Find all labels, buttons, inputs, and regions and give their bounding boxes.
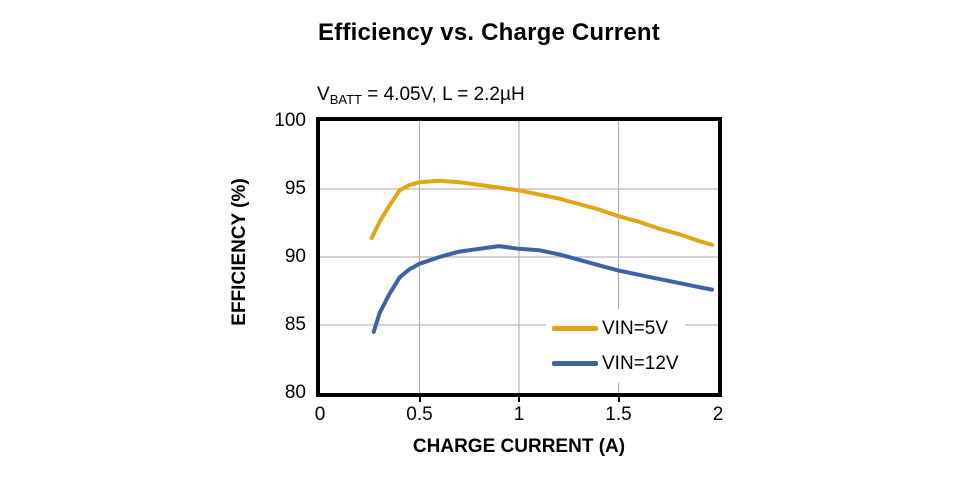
legend-item: VIN=12V bbox=[552, 346, 679, 381]
x-axis-tick-mark bbox=[518, 397, 520, 402]
legend-swatch bbox=[552, 326, 598, 331]
legend-label: VIN=5V bbox=[602, 317, 669, 339]
x-axis-title: CHARGE CURRENT (A) bbox=[412, 436, 626, 457]
series-line-vin-12v bbox=[371, 244, 714, 334]
x-tick-label: 2 bbox=[712, 404, 724, 425]
legend-label: VIN=12V bbox=[602, 352, 679, 374]
subtitle-conditions: = 4.05V, L = 2.2µH bbox=[361, 84, 525, 105]
plot-area: VIN=5V VIN=12V bbox=[316, 117, 722, 397]
y-tick-label: 85 bbox=[284, 314, 306, 335]
y-tick-label: 100 bbox=[274, 110, 306, 131]
x-tick-label: 0 bbox=[314, 404, 326, 425]
y-tick-label: 80 bbox=[284, 382, 306, 403]
subtitle-variable: V bbox=[317, 84, 330, 105]
legend-item: VIN=5V bbox=[552, 311, 679, 346]
y-tick-label: 90 bbox=[284, 246, 306, 267]
x-axis-tick-mark bbox=[418, 397, 421, 402]
legend: VIN=5V VIN=12V bbox=[546, 309, 685, 383]
x-tick-label: 1.5 bbox=[605, 404, 632, 425]
x-tick-label: 1 bbox=[513, 404, 525, 425]
x-tick-label: 0.5 bbox=[406, 404, 433, 425]
y-tick-label: 95 bbox=[284, 178, 306, 199]
chart-subtitle: VBATT = 4.05V, L = 2.2µH bbox=[317, 84, 525, 107]
subtitle-subscript: BATT bbox=[329, 92, 362, 107]
x-axis-tick-mark bbox=[617, 397, 620, 402]
series-line-vin-5v bbox=[369, 178, 714, 247]
legend-swatch bbox=[552, 361, 598, 366]
plot-svg bbox=[320, 121, 718, 393]
chart-title: Efficiency vs. Charge Current bbox=[318, 19, 660, 46]
